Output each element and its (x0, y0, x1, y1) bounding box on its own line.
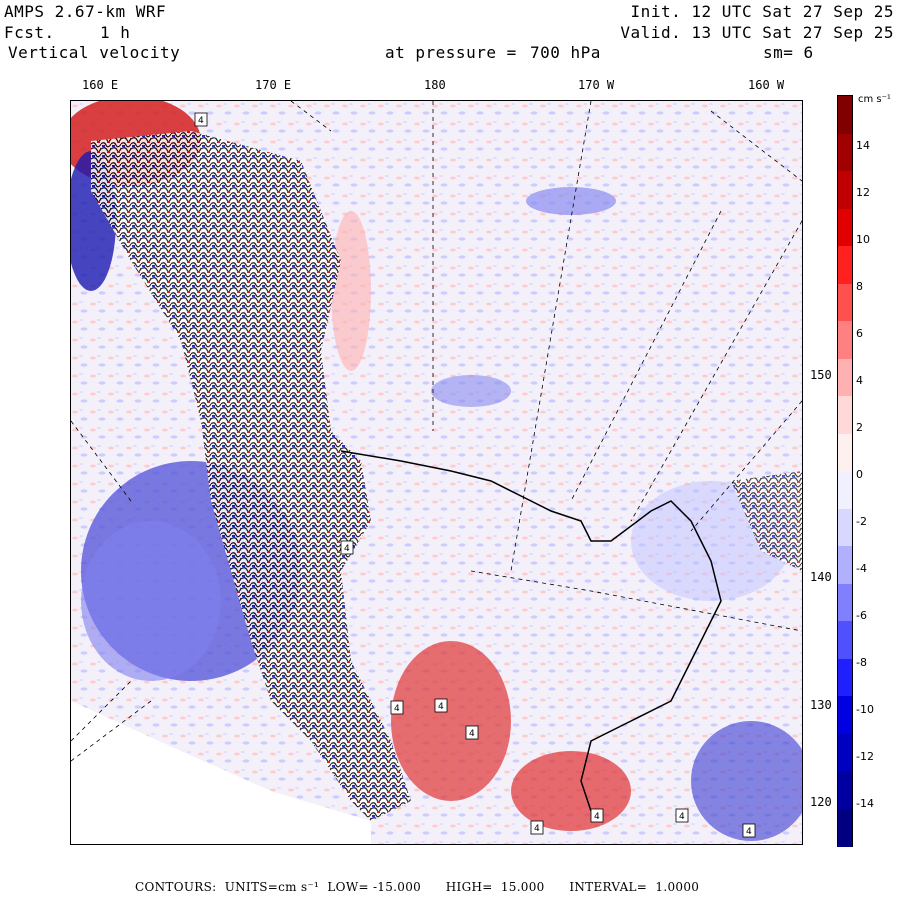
colorbar-swatch (838, 171, 852, 209)
east-contours (731, 471, 802, 571)
colorbar-tick-label: -14 (856, 797, 874, 810)
colorbar-swatch (838, 208, 852, 247)
init-time: Init. 12 UTC Sat 27 Sep 25 (630, 2, 894, 21)
colorbar-swatch (838, 358, 852, 397)
high-value: 15.000 (500, 880, 545, 894)
colorbar-swatch (838, 471, 852, 509)
contour-summary: CONTOURS: UNITS=cm s⁻¹ LOW= -15.000 HIGH… (135, 880, 699, 894)
colorbar-swatch (838, 808, 852, 847)
colorbar-tick-label: -10 (856, 703, 874, 716)
pressure-level-label: at pressure = (385, 43, 517, 62)
forecast-label: Fcst. (4, 23, 55, 42)
colorbar-tick-label: 2 (856, 421, 863, 434)
svg-text:4: 4 (438, 702, 444, 712)
colorbar-swatch (838, 621, 852, 659)
contour-label-box: 4 (465, 725, 479, 740)
colorbar-tick-label: 4 (856, 374, 863, 387)
contour-label-box: 4 (590, 808, 604, 823)
model-title: AMPS 2.67-km WRF (4, 2, 167, 21)
lon-label-160e: 160 E (82, 78, 119, 92)
lon-label-160w: 160 W (748, 78, 785, 92)
colorbar-units: cm s⁻¹ (858, 94, 891, 105)
svg-text:4: 4 (469, 729, 475, 739)
colorbar-tick-label: -4 (856, 562, 867, 575)
colorbar-swatch (838, 508, 852, 547)
colorbar-tick-label: -2 (856, 515, 867, 528)
colorbar-swatch (838, 583, 852, 622)
pressure-level-value: 700 hPa (530, 43, 601, 62)
interval-label: INTERVAL= (569, 880, 648, 894)
interval-value: 1.0000 (655, 880, 700, 894)
map-panel: 4 4 4 4 4 4 4 4 4 (70, 100, 803, 845)
low-value: -15.000 (372, 880, 422, 894)
contour-label-box: 4 (390, 700, 404, 715)
colorbar (837, 95, 853, 847)
svg-text:4: 4 (679, 812, 685, 822)
variable-title: Vertical velocity (8, 43, 181, 62)
contours-label: CONTOURS: (135, 880, 217, 894)
colorbar-swatch (838, 771, 852, 809)
svg-text:4: 4 (594, 812, 600, 822)
upward-region-south (391, 641, 511, 801)
colorbar-tick-label: 6 (856, 327, 863, 340)
smoothing-label: sm= 6 (763, 43, 814, 62)
svg-text:4: 4 (394, 704, 400, 714)
colorbar-swatch (838, 696, 852, 734)
colorbar-swatch (838, 546, 852, 584)
coastline (340, 450, 722, 812)
contour-label-box: 4 (742, 823, 756, 838)
svg-text:4: 4 (198, 116, 204, 126)
contour-label-box: 4 (340, 540, 354, 555)
units-label: UNITS=cm s⁻¹ (224, 880, 320, 894)
transantarctic-contours (91, 131, 411, 821)
lon-label-180: 180 (424, 78, 446, 92)
colorbar-swatch (838, 133, 852, 172)
colorbar-swatch (838, 396, 852, 434)
colorbar-swatch (838, 96, 852, 134)
graticule (71, 101, 802, 762)
low-label: LOW= (327, 880, 369, 894)
no-data-region (71, 701, 371, 844)
contour-label-box: 4 (194, 112, 208, 127)
forecast-hour: 1 h (100, 23, 131, 42)
colorbar-swatch (838, 658, 852, 697)
high-label: HIGH= (445, 880, 493, 894)
colorbar-tick-label: -6 (856, 609, 867, 622)
colorbar-tick-label: 12 (856, 186, 870, 199)
downward-region-southeast (691, 721, 802, 841)
contour-label-box: 4 (675, 808, 689, 823)
valid-time: Valid. 13 UTC Sat 27 Sep 25 (620, 23, 894, 42)
svg-text:4: 4 (534, 824, 540, 834)
colorbar-tick-label: -8 (856, 656, 867, 669)
lon-label-170w: 170 W (578, 78, 615, 92)
colorbar-swatch (838, 246, 852, 284)
contour-label-box: 4 (434, 698, 448, 713)
colorbar-tick-label: 0 (856, 468, 863, 481)
svg-text:4: 4 (746, 827, 752, 837)
lon-label-170e: 170 E (255, 78, 292, 92)
contour-labels: 4 4 4 4 4 4 4 4 4 (194, 112, 756, 838)
colorbar-swatch (838, 283, 852, 322)
colorbar-swatch (838, 321, 852, 359)
colorbar-tick-label: 14 (856, 139, 870, 152)
colorbar-swatch (838, 433, 852, 472)
vertical-velocity-field: 4 4 4 4 4 4 4 4 4 (71, 101, 802, 844)
svg-text:4: 4 (344, 544, 350, 554)
contour-label-box: 4 (530, 820, 544, 835)
colorbar-swatch (838, 733, 852, 772)
colorbar-tick-label: -12 (856, 750, 874, 763)
colorbar-tick-label: 10 (856, 233, 870, 246)
colorbar-tick-label: 8 (856, 280, 863, 293)
